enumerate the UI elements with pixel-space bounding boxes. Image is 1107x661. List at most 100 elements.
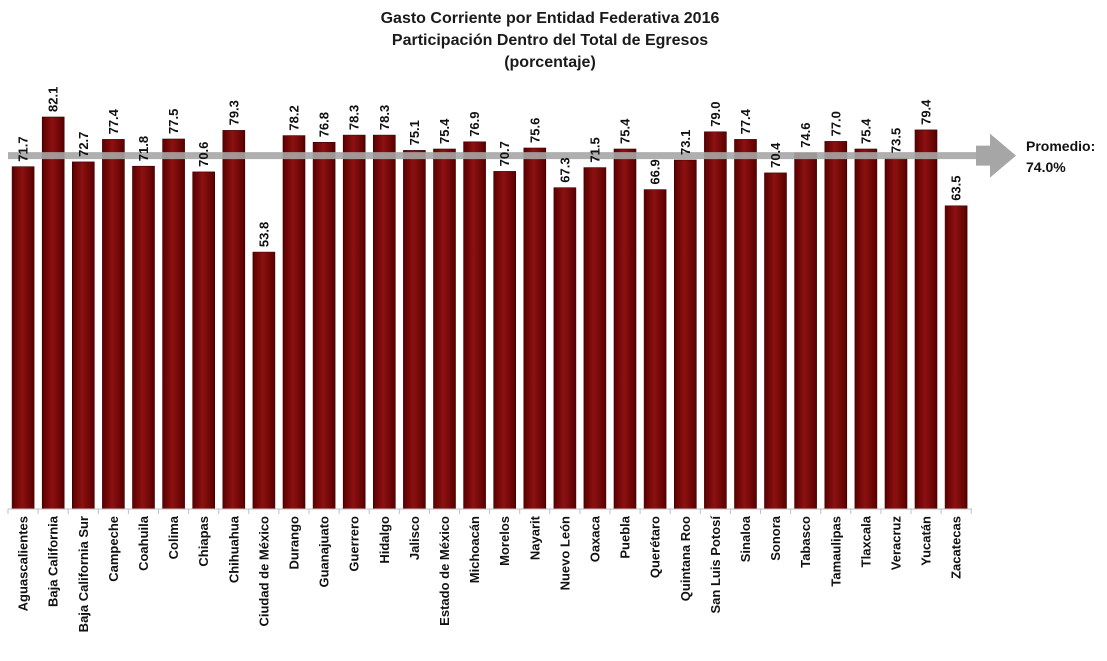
category-label: Jalisco [407,516,422,560]
category-label: San Luis Potosí [708,516,723,614]
value-label: 78.3 [347,105,362,130]
category-label: Chihuahua [226,515,241,583]
value-label: 75.4 [858,118,873,144]
category-label: Puebla [618,515,633,558]
category-label: Coahuila [136,515,151,571]
bar [824,141,848,510]
value-label: 66.9 [648,159,663,184]
bar [553,187,577,510]
value-label: 72.7 [76,132,91,157]
value-label: 70.6 [196,142,211,167]
category-label: Durango [287,516,302,570]
bar [433,148,456,510]
bar [493,171,517,510]
bar [102,139,125,510]
bar [72,161,95,510]
value-label: 71.5 [587,137,602,162]
category-label: Quintana Roo [678,516,693,601]
category-label: Baja California [46,515,61,607]
bar [403,150,426,510]
value-label: 73.5 [889,128,904,153]
category-label: Ciudad de México [256,516,271,627]
bar [583,167,607,510]
bar [463,141,486,510]
bar [282,135,306,510]
value-label: 70.4 [768,142,783,168]
chart-title: Gasto Corriente por Entidad Federativa 2… [300,8,800,74]
average-arrow-icon [976,133,1016,178]
bar [342,134,366,510]
value-label: 53.8 [256,222,271,247]
chart-title-line-1: Gasto Corriente por Entidad Federativa 2… [380,10,720,27]
category-label: Michoacán [467,516,482,583]
bar [312,142,336,510]
bar [372,134,396,510]
category-label: Hidalgo [377,516,392,564]
category-label: Guanajuato [317,516,332,588]
category-label: Oaxaca [587,515,602,562]
category-label: Guerrero [347,516,362,572]
value-label: 77.5 [166,109,181,134]
bar [914,129,938,510]
value-label: 79.3 [226,100,241,125]
value-label: 74.6 [798,122,813,147]
category-label: Yucatán [919,516,934,566]
category-label: Campeche [106,516,121,582]
average-label-line-1: Promedio: [1026,138,1096,154]
category-label: Sinaloa [738,515,753,562]
category-label: Colima [166,515,181,559]
value-label: 71.8 [136,136,151,161]
value-label: 75.4 [618,118,633,144]
bar [673,159,697,510]
bar [704,131,727,510]
value-label: 77.4 [738,108,753,134]
category-label: Aguascalientes [16,516,31,611]
category-label: Baja California Sur [76,516,91,632]
value-label: 82.1 [46,87,61,112]
bar [764,172,787,510]
category-label: Tamaulipas [828,516,843,587]
category-label: Veracruz [889,516,904,571]
value-label: 77.4 [106,108,121,134]
average-label-line-2: 74.0% [1026,159,1066,175]
category-label: Querétaro [648,516,663,578]
bar [162,138,185,510]
category-label: Sonora [768,515,783,561]
bar [794,152,817,510]
value-label: 75.1 [407,120,422,145]
value-label: 73.1 [678,130,693,155]
value-label: 75.6 [527,118,542,143]
value-label: 79.4 [919,99,934,125]
value-label: 77.0 [828,111,843,136]
bar [523,147,547,510]
bar [884,157,908,510]
bar [613,148,637,510]
value-label: 71.7 [16,136,31,161]
value-label: 63.5 [949,175,964,200]
bar [854,148,878,510]
value-label: 76.9 [467,111,482,136]
category-label: Tlaxcala [858,515,873,567]
value-label: 79.0 [708,101,723,126]
value-label: 78.3 [377,105,392,130]
category-label: Zacatecas [949,516,964,579]
category-label: Nuevo León [557,516,572,590]
value-label: 78.2 [287,105,302,130]
value-label: 75.4 [437,118,452,144]
category-label: Nayarit [527,515,542,560]
category-label: Estado de México [437,516,452,626]
category-label: Chiapas [196,516,211,567]
bar [132,165,155,510]
category-label: Tabasco [798,516,813,568]
bar [944,205,968,510]
value-label: 70.7 [497,141,512,166]
bar [41,116,65,510]
value-label: 67.3 [557,157,572,182]
bar [734,139,757,510]
bar [252,251,276,510]
bar [643,189,667,510]
bar [192,171,215,510]
bar [222,130,246,510]
average-label: Promedio: 74.0% [1026,136,1095,178]
